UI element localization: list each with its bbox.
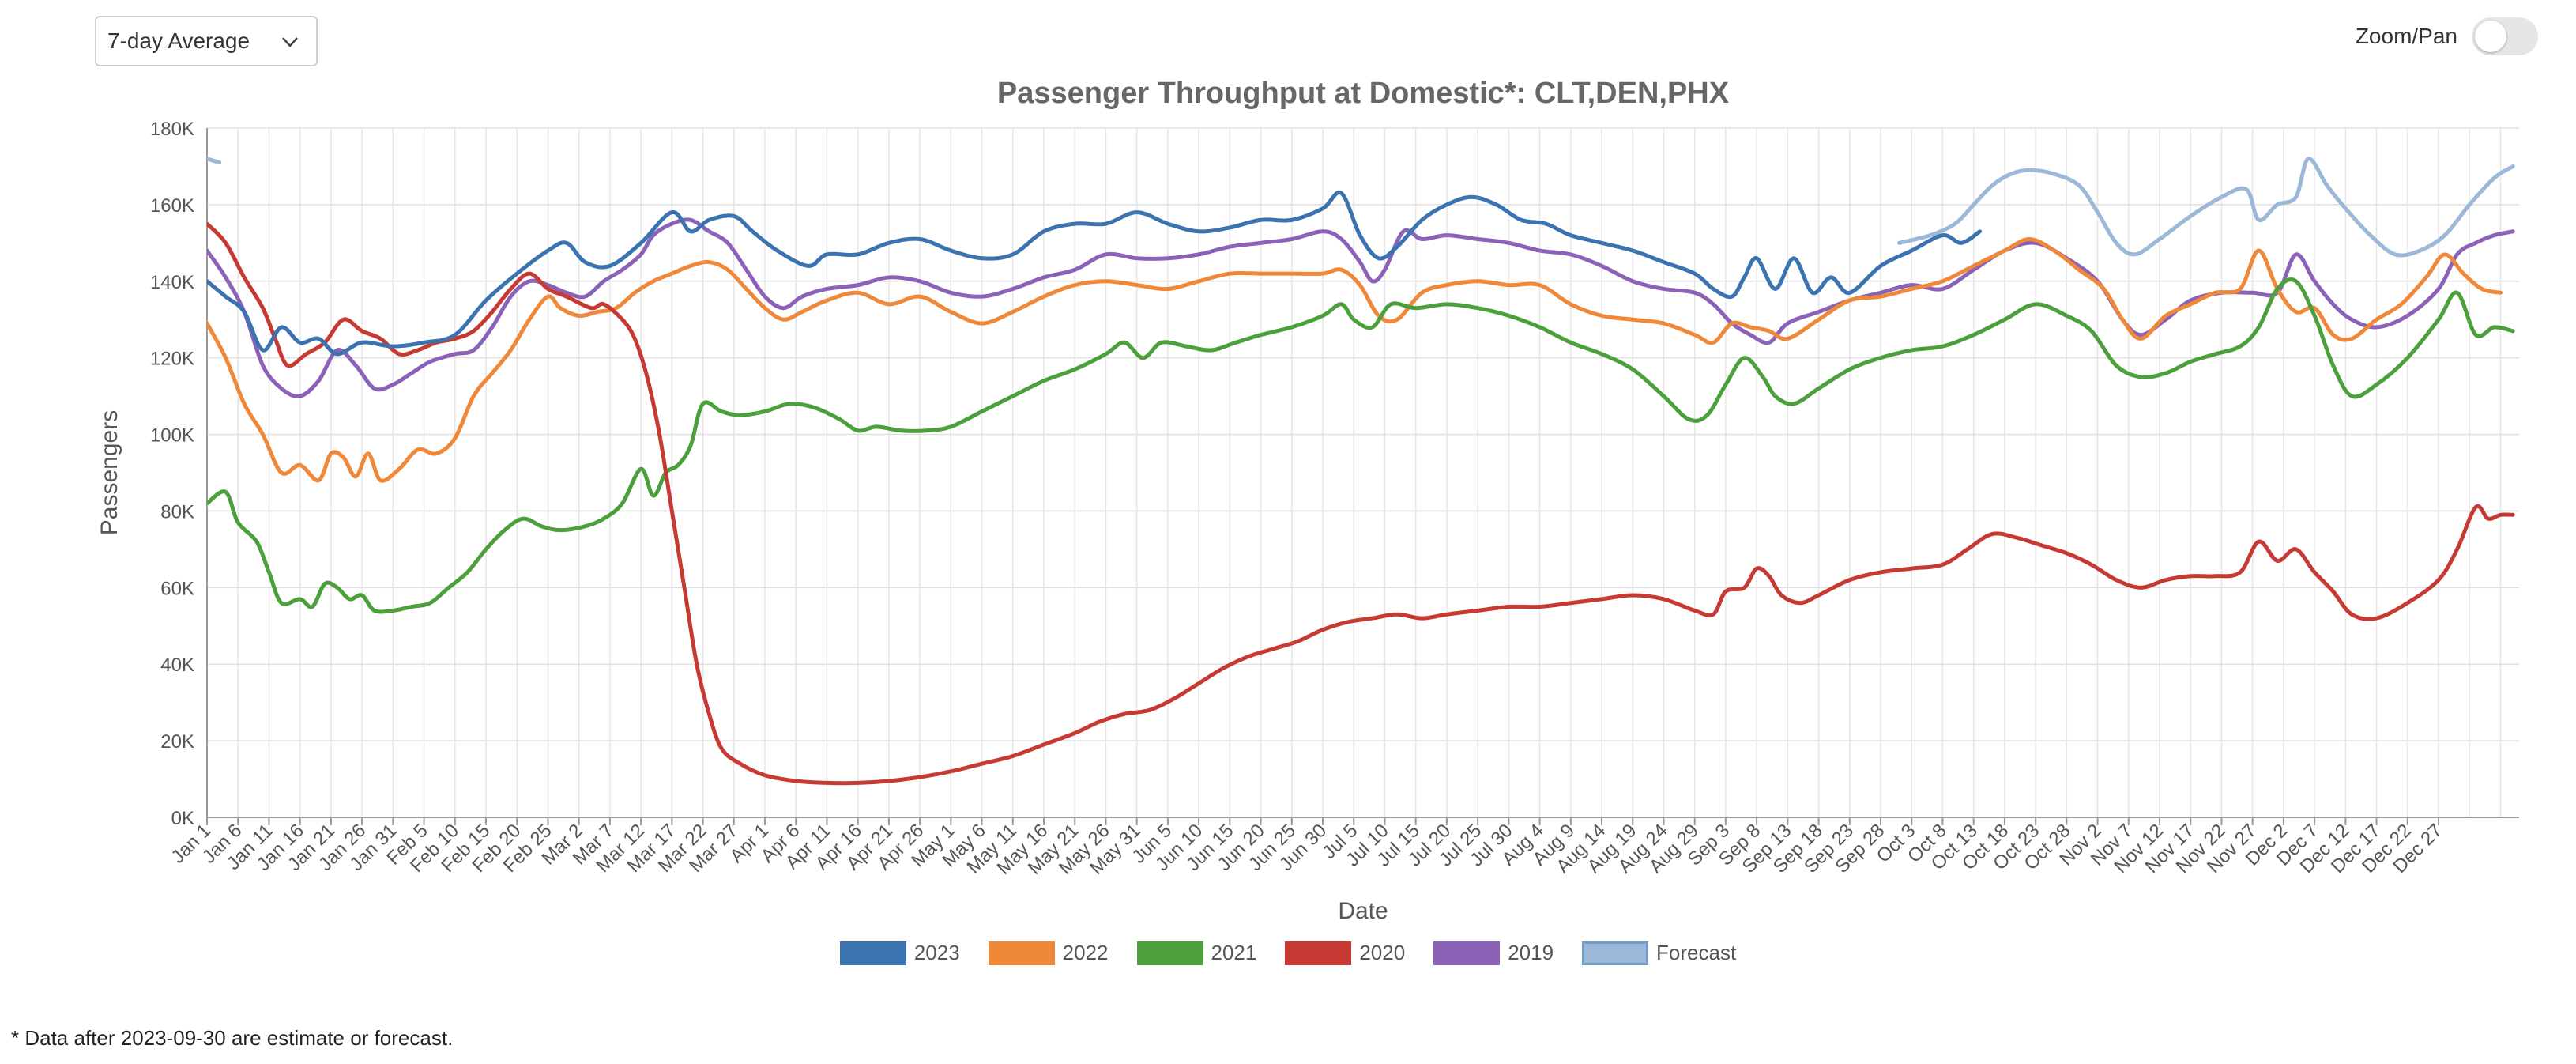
legend-swatch [1433, 941, 1501, 965]
legend-swatch [988, 941, 1055, 965]
chart-title: Passenger Throughput at Domestic*: CLT,D… [997, 77, 1730, 110]
series-lines [207, 157, 2515, 786]
y-tick-label: 20K [160, 731, 194, 753]
legend-swatch [1582, 941, 1649, 965]
legend-label: 2021 [1211, 941, 1257, 964]
y-tick-label: 40K [160, 655, 194, 676]
legend-item-2019[interactable]: 2019 [1433, 941, 1554, 965]
y-tick-label: 0K [171, 808, 194, 829]
legend-item-2020[interactable]: 2020 [1285, 941, 1405, 965]
legend-label: 2020 [1359, 941, 1406, 964]
legend-swatch [839, 941, 906, 965]
legend-label: 2019 [1508, 941, 1554, 964]
average-select[interactable]: 7-day Average [95, 16, 318, 66]
zoom-pan-label: Zoom/Pan [2355, 24, 2457, 48]
legend-swatch [1285, 941, 1352, 965]
series-line-forecast [207, 157, 222, 165]
legend-label: 2023 [913, 941, 960, 964]
series-line-2022 [207, 236, 2503, 483]
grid [206, 127, 2519, 818]
legend-item-2022[interactable]: 2022 [988, 941, 1109, 965]
toggle-knob [2475, 21, 2506, 52]
y-tick-label: 100K [150, 425, 194, 447]
series-line-2021 [207, 277, 2515, 614]
legend-item-2023[interactable]: 2023 [839, 941, 960, 965]
y-tick-label: 160K [150, 195, 194, 217]
x-axis-label: Date [1338, 898, 1388, 924]
zoom-pan-toggle[interactable] [2472, 17, 2538, 55]
y-tick-label: 80K [160, 501, 194, 523]
series-line-forecast [1897, 157, 2515, 258]
y-tick-label: 180K [150, 119, 194, 140]
y-axis-label: Passengers [96, 410, 122, 535]
y-tick-label: 60K [160, 578, 194, 599]
footnote: * Data after 2023-09-30 are estimate or … [11, 1026, 454, 1050]
zoom-pan-control: Zoom/Pan [2356, 17, 2538, 55]
series-line-2020 [207, 221, 2515, 786]
legend-swatch [1136, 941, 1203, 965]
legend-item-2021[interactable]: 2021 [1136, 941, 1257, 965]
series-line-2023 [207, 190, 1983, 357]
throughput-chart: Passenger Throughput at Domestic*: CLT,D… [96, 77, 2519, 924]
series-line-2019 [207, 217, 2515, 398]
legend-label: Forecast [1656, 941, 1737, 964]
legend-label: 2022 [1062, 941, 1109, 964]
legend-item-forecast[interactable]: Forecast [1582, 941, 1736, 965]
average-select-value: 7-day Average [107, 28, 250, 53]
y-tick-label: 140K [150, 272, 194, 293]
chart-legend: 2023 2022 2021 2020 2019 Forecast [0, 941, 2576, 965]
y-tick-label: 120K [150, 349, 194, 370]
chevron-down-icon [282, 37, 298, 47]
